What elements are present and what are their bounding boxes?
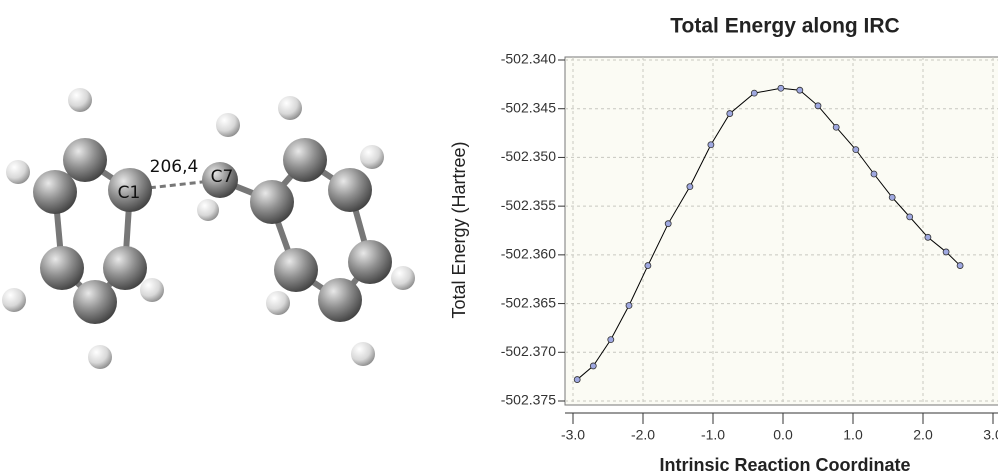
point [608, 337, 614, 343]
x-tick-label: 0.0 [773, 427, 793, 443]
x-tick-label: -2.0 [631, 427, 655, 443]
point [925, 234, 931, 240]
point [778, 85, 784, 91]
atom-label: C7 [211, 167, 234, 187]
point [751, 90, 757, 96]
y-tick-label: -502.340 [501, 51, 556, 67]
point [943, 249, 949, 255]
point [708, 142, 714, 148]
x-tick-label: 2.0 [913, 427, 933, 443]
point [645, 263, 651, 269]
x-tick-label: 1.0 [843, 427, 863, 443]
x-tick-label: -3.0 [561, 427, 585, 443]
point [889, 194, 895, 200]
point [797, 87, 803, 93]
point [815, 103, 821, 109]
y-tick-label: -502.375 [501, 392, 556, 408]
y-tick-label: -502.365 [501, 294, 556, 310]
y-tick-label: -502.345 [501, 99, 556, 115]
page: 206,4 C1 C7 Total Energy along IRC Intri… [0, 0, 998, 476]
point [871, 171, 877, 177]
point [626, 303, 632, 309]
y-tick-label: -502.360 [501, 246, 556, 262]
point [590, 363, 596, 369]
x-axis-label: Intrinsic Reaction Coordinate [659, 455, 910, 475]
distance-label: 206,4 [150, 157, 199, 177]
point [727, 111, 733, 117]
atoms [2, 88, 415, 369]
x-tick-label: -1.0 [701, 427, 725, 443]
point [687, 184, 693, 190]
atom-label: C1 [118, 183, 141, 203]
point [833, 124, 839, 130]
chart-title: Total Energy along IRC [670, 15, 899, 38]
y-tick-label: -502.355 [501, 197, 556, 213]
point [574, 377, 580, 383]
point [907, 214, 913, 220]
point [957, 263, 963, 269]
y-tick-label: -502.370 [501, 343, 556, 359]
y-tick-label: -502.350 [501, 148, 556, 164]
y-axis-label: Total Energy (Hartree) [449, 141, 469, 318]
x-tick-label: 3.0 [983, 427, 998, 443]
point [853, 147, 859, 153]
point [665, 221, 671, 227]
